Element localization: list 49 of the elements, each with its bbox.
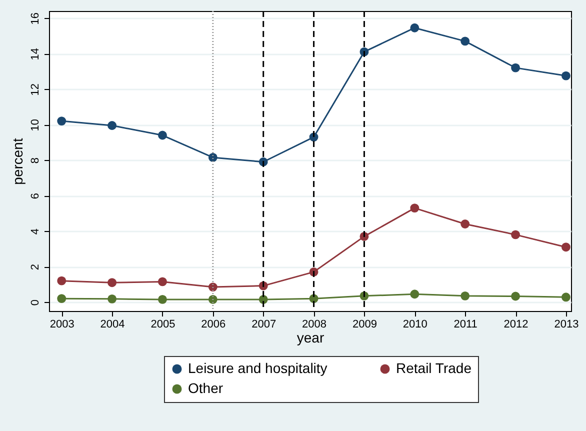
point — [57, 276, 66, 286]
point — [460, 220, 470, 228]
point — [57, 116, 66, 126]
point — [460, 291, 470, 300]
point — [410, 290, 420, 299]
point — [208, 152, 218, 162]
point — [561, 292, 570, 302]
point — [158, 130, 167, 140]
point — [108, 121, 117, 130]
y-tick-label: 2 — [30, 264, 42, 270]
point — [410, 204, 420, 213]
x-tick-label: 2010 — [402, 318, 428, 330]
x-tick-label: 2007 — [252, 318, 276, 330]
x-tick-label: 2005 — [150, 318, 176, 330]
point — [158, 277, 167, 286]
y-tick-label: 14 — [30, 48, 42, 60]
y-tick-label: 4 — [30, 228, 42, 235]
x-tick-label: 2006 — [201, 318, 226, 330]
y-tick-label: 8 — [30, 158, 42, 164]
y-tick-label: 0 — [30, 300, 42, 306]
x-tick-label: 2004 — [100, 318, 125, 330]
x-tick-label: 2009 — [352, 318, 377, 330]
y-tick-label: 6 — [30, 193, 42, 200]
y-tick-label: 16 — [30, 12, 42, 25]
point — [208, 295, 218, 304]
x-tick-label: 2008 — [302, 318, 327, 330]
point — [460, 36, 470, 46]
legend-label: Retail Trade — [396, 360, 472, 376]
x-tick-label: 2012 — [504, 318, 528, 330]
point — [511, 292, 520, 301]
legend-label: Other — [188, 380, 224, 396]
point — [208, 282, 218, 292]
x-tick-label: 2013 — [554, 318, 579, 330]
point — [410, 23, 420, 32]
point — [511, 230, 520, 240]
y-tick-label: 10 — [30, 118, 42, 132]
point — [511, 63, 520, 72]
point — [108, 294, 117, 304]
point — [57, 294, 66, 304]
point — [561, 242, 570, 252]
point — [108, 278, 117, 288]
y-axis-title: percent — [10, 138, 26, 185]
point — [561, 71, 570, 80]
y-tick-label: 12 — [30, 83, 42, 96]
x-tick-label: 2011 — [454, 318, 478, 330]
point — [158, 295, 167, 304]
x-tick-label: 2003 — [50, 318, 74, 330]
x-axis-title: year — [296, 330, 324, 346]
legend-label: Leisure and hospitality — [188, 360, 328, 376]
